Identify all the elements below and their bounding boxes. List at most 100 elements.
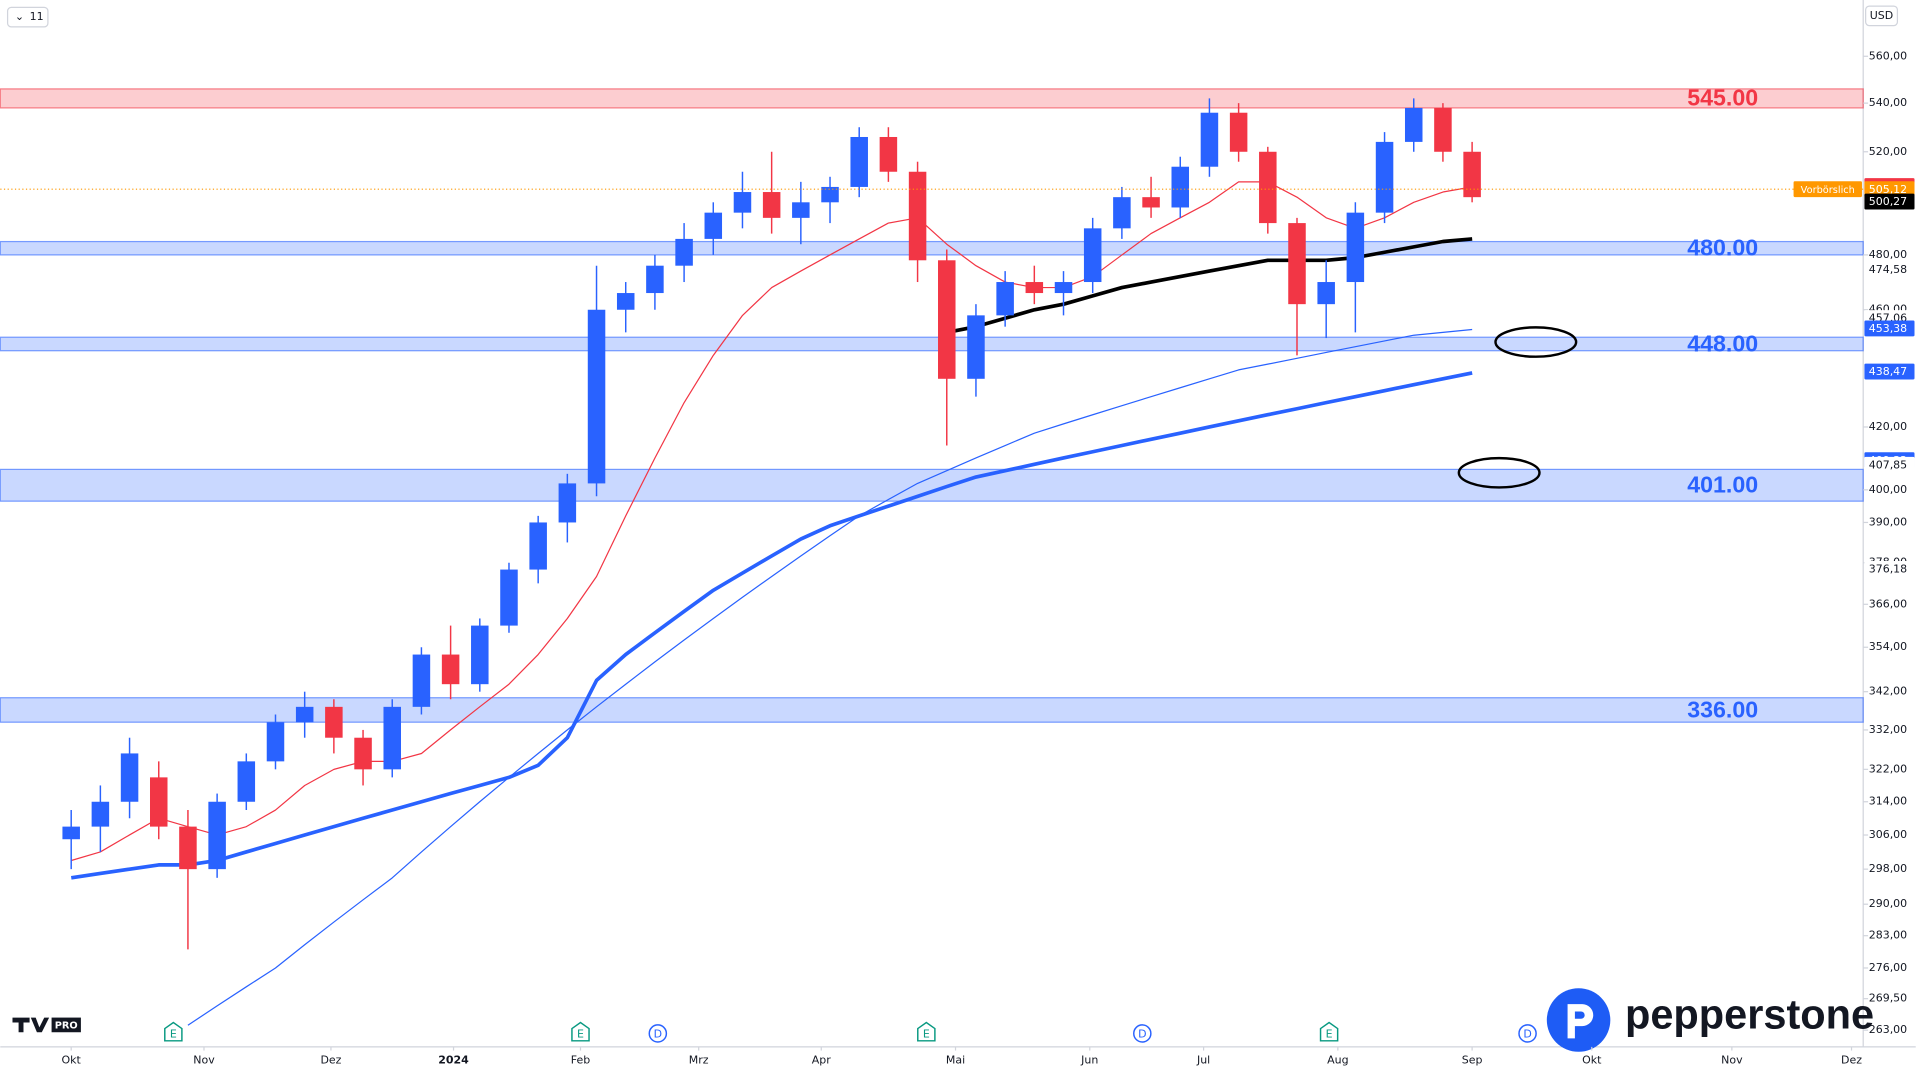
event-badge bbox=[1319, 1021, 1339, 1042]
y-tick-label: 314,00 bbox=[1869, 795, 1907, 808]
x-tick-label: Jul bbox=[1196, 1053, 1210, 1066]
candle-body bbox=[850, 136, 868, 187]
event-label: E bbox=[577, 1028, 584, 1041]
candle-body bbox=[1083, 228, 1102, 283]
candle-body bbox=[62, 826, 80, 840]
indicator-line bbox=[946, 237, 1473, 335]
interval-chevron: ⌄ bbox=[15, 10, 24, 23]
x-tick-label: Mai bbox=[946, 1053, 965, 1066]
zone-label: 545.00 bbox=[1687, 85, 1758, 111]
tv-logo: PRO bbox=[12, 1017, 81, 1033]
annotation-ellipse bbox=[1457, 456, 1541, 489]
zone bbox=[0, 88, 1864, 109]
y-tick-label: 354,00 bbox=[1869, 640, 1907, 653]
x-tick-label: Mrz bbox=[689, 1053, 709, 1066]
tv-badge: PRO bbox=[55, 1021, 78, 1032]
candle-body bbox=[646, 265, 664, 294]
zone-label: 448.00 bbox=[1687, 330, 1758, 356]
x-tick-label: Apr bbox=[812, 1053, 831, 1066]
candle-body bbox=[1375, 141, 1394, 213]
annotation-ellipse bbox=[1494, 326, 1578, 358]
price-tag-label: 500,27 bbox=[1869, 195, 1907, 208]
candle-body bbox=[1317, 282, 1335, 305]
candle-body bbox=[1346, 212, 1365, 283]
price-tag bbox=[1864, 363, 1915, 380]
candle-body bbox=[383, 706, 401, 770]
candle-body bbox=[325, 706, 343, 738]
candle-body bbox=[938, 260, 956, 379]
price-tag-label: 505,12 bbox=[1869, 183, 1907, 196]
price-tag-note-box bbox=[1793, 181, 1862, 198]
x-tick-label: Aug bbox=[1327, 1053, 1348, 1066]
x-tick-label: Okt bbox=[1582, 1053, 1602, 1066]
x-tick-label: Feb bbox=[571, 1053, 590, 1066]
y-tick-label: 332,00 bbox=[1869, 723, 1907, 736]
price-tag bbox=[1864, 181, 1915, 198]
y-tick-label: 306,00 bbox=[1869, 828, 1907, 841]
y-tick-label: 269,50 bbox=[1869, 992, 1907, 1005]
price-tag-label: 376,18 bbox=[1869, 563, 1907, 576]
candle-body bbox=[1229, 112, 1248, 152]
y-tick-label: 480,00 bbox=[1869, 248, 1907, 261]
price-tag-label: 474,58 bbox=[1869, 263, 1907, 276]
event-label: E bbox=[170, 1028, 177, 1041]
candle-body bbox=[996, 282, 1014, 316]
event-badge bbox=[1133, 1024, 1152, 1043]
candle-body bbox=[91, 801, 110, 827]
event-badge bbox=[571, 1021, 590, 1042]
zone bbox=[0, 697, 1864, 723]
candle-body bbox=[967, 315, 985, 379]
candle-body bbox=[1054, 282, 1073, 294]
price-tag bbox=[1864, 261, 1915, 278]
candle-body bbox=[1025, 282, 1044, 294]
zone bbox=[0, 240, 1864, 256]
interval-button[interactable] bbox=[6, 6, 49, 28]
candle-body bbox=[471, 625, 489, 685]
price-tag-label: 438,47 bbox=[1869, 365, 1907, 378]
candle-body bbox=[1288, 223, 1306, 305]
brand-logo: pepperstone bbox=[1546, 988, 1874, 1052]
x-tick-label: Dez bbox=[1841, 1053, 1862, 1066]
candle-body bbox=[179, 826, 197, 870]
candle-body bbox=[821, 186, 839, 203]
candle-body bbox=[587, 309, 606, 484]
brand-name: pepperstone bbox=[1625, 991, 1874, 1038]
price-tag-label: 407,85 bbox=[1869, 458, 1907, 471]
candle-body bbox=[237, 761, 256, 802]
candle-body bbox=[1142, 197, 1160, 208]
candle-body bbox=[1434, 107, 1452, 152]
x-tick-label: Nov bbox=[193, 1053, 215, 1066]
candle-body bbox=[295, 706, 314, 723]
x-tick-label: Sep bbox=[1462, 1053, 1483, 1066]
zone-label: 336.00 bbox=[1687, 696, 1758, 722]
zone bbox=[0, 336, 1864, 352]
candle-body bbox=[879, 136, 898, 172]
candle-body bbox=[616, 293, 635, 310]
event-label: D bbox=[1523, 1028, 1531, 1041]
y-tick-label: 540,00 bbox=[1869, 96, 1907, 109]
zone-label: 401.00 bbox=[1687, 472, 1758, 498]
x-tick-label: Dez bbox=[320, 1053, 341, 1066]
zone-label: 480.00 bbox=[1687, 235, 1758, 261]
price-tag bbox=[1864, 561, 1915, 577]
y-tick-label: 290,00 bbox=[1869, 897, 1907, 910]
candle-body bbox=[500, 569, 518, 626]
candle-body bbox=[733, 192, 752, 213]
candle-body bbox=[762, 192, 781, 218]
event-badge bbox=[648, 1024, 668, 1043]
event-label: D bbox=[1138, 1028, 1146, 1041]
event-badge bbox=[164, 1021, 183, 1042]
candle-body bbox=[792, 202, 810, 218]
y-tick-label: 283,00 bbox=[1869, 929, 1907, 942]
event-label: E bbox=[1326, 1028, 1333, 1041]
y-tick-label: 298,00 bbox=[1869, 862, 1907, 875]
indicator-line bbox=[71, 181, 1473, 862]
candle-body bbox=[704, 212, 723, 239]
y-tick-label: 263,00 bbox=[1869, 1023, 1907, 1036]
x-tick-label: Nov bbox=[1721, 1053, 1743, 1066]
currency-button[interactable] bbox=[1865, 5, 1899, 27]
y-tick-label: 366,00 bbox=[1869, 597, 1907, 610]
price-tag bbox=[1864, 193, 1915, 210]
y-tick-label: 560,00 bbox=[1869, 49, 1907, 62]
candle-body bbox=[149, 777, 168, 827]
